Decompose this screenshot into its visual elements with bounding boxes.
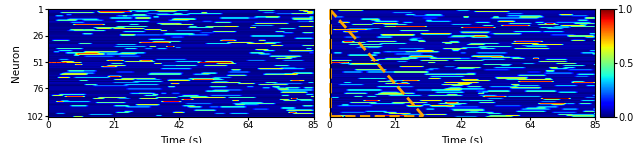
X-axis label: Time (s): Time (s) — [160, 135, 202, 143]
Y-axis label: Neuron: Neuron — [11, 44, 21, 82]
X-axis label: Time (s): Time (s) — [442, 135, 483, 143]
